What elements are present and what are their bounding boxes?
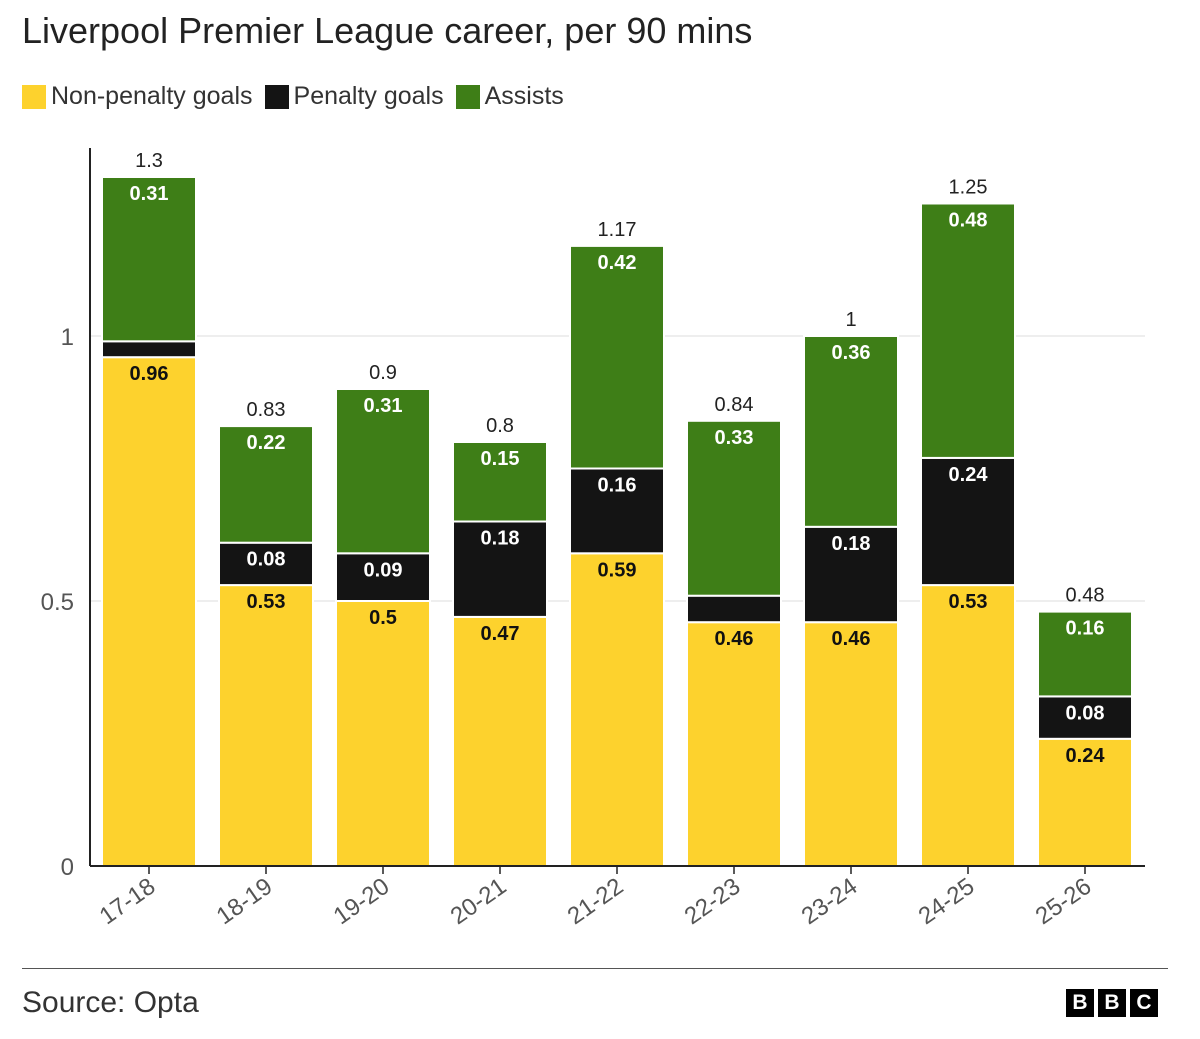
- legend-label-assists: Assists: [484, 82, 564, 110]
- bar-segment: [335, 388, 431, 555]
- x-tick-label: 19-20: [329, 873, 395, 930]
- bar-segment: [101, 340, 197, 359]
- total-label: 1.17: [598, 219, 637, 241]
- bar-segment: [569, 244, 665, 470]
- bar-segment: [803, 335, 899, 528]
- bar-segment: [452, 520, 548, 618]
- data-label: 0.24: [1066, 745, 1106, 767]
- data-label: 0.18: [481, 528, 520, 550]
- legend-swatch-assists: [455, 84, 480, 109]
- data-label: 0.46: [715, 628, 754, 650]
- data-label: 0.18: [832, 533, 871, 555]
- bar-segment: [452, 615, 548, 868]
- x-tick-label: 21-22: [563, 873, 629, 930]
- data-label: 0.96: [130, 363, 169, 385]
- data-label: 0.22: [247, 432, 286, 454]
- data-label: 0.08: [247, 549, 286, 571]
- x-tick-label: 20-21: [446, 873, 512, 930]
- legend-item-non-penalty-goals: Non-penalty goals: [22, 82, 253, 111]
- bar-segment: [101, 356, 197, 867]
- total-label: 1.25: [949, 177, 988, 199]
- x-tick-label: 18-19: [212, 873, 278, 930]
- total-label: 0.83: [247, 399, 286, 421]
- total-label: 1.3: [135, 150, 163, 172]
- data-label: 0.16: [598, 475, 637, 497]
- bbc-logo-letter: B: [1066, 989, 1094, 1017]
- x-tick-label: 24-25: [914, 873, 980, 930]
- data-label: 0.31: [130, 183, 169, 205]
- bar-segment: [686, 419, 782, 597]
- bar-segment: [218, 584, 314, 867]
- bbc-logo-letter: C: [1130, 989, 1158, 1017]
- total-label: 0.48: [1066, 585, 1105, 607]
- data-label: 0.33: [715, 427, 754, 449]
- total-label: 1: [845, 309, 856, 331]
- legend-item-penalty-goals: Penalty goals: [264, 82, 444, 111]
- bbc-logo: B B C: [1062, 989, 1158, 1017]
- x-tick-label: 17-18: [95, 873, 161, 930]
- bar-segment: [335, 552, 431, 602]
- bar-segment: [335, 600, 431, 867]
- bar-segment: [1037, 610, 1133, 698]
- data-label: 0.46: [832, 628, 871, 650]
- data-label: 0.31: [364, 395, 403, 417]
- bar-segment: [101, 176, 197, 343]
- total-label: 0.8: [486, 415, 514, 437]
- y-tick-label: 0: [61, 854, 74, 881]
- data-label: 0.24: [949, 464, 989, 486]
- bar-segment: [569, 552, 665, 867]
- bar-segment: [218, 425, 314, 544]
- y-tick-label: 0.5: [41, 589, 74, 616]
- chart-title: Liverpool Premier League career, per 90 …: [22, 10, 753, 51]
- data-label: 0.47: [481, 623, 520, 645]
- data-label: 0.15: [481, 448, 520, 470]
- bar-segment: [569, 467, 665, 555]
- bar-segment: [1037, 695, 1133, 740]
- bar-segment: [803, 525, 899, 624]
- x-tick-label: 22-23: [680, 873, 746, 930]
- legend-label-non-penalty-goals: Non-penalty goals: [51, 82, 253, 110]
- legend-label-penalty-goals: Penalty goals: [293, 82, 444, 110]
- data-label: 0.08: [1066, 702, 1105, 724]
- bar-segment: [218, 541, 314, 587]
- legend: Non-penalty goals Penalty goals Assists: [22, 82, 576, 111]
- source-note: Source: Opta: [22, 986, 199, 1019]
- bar-segment: [920, 584, 1016, 867]
- total-label: 0.84: [715, 394, 754, 416]
- data-label: 0.5: [369, 607, 397, 629]
- data-label: 0.42: [598, 252, 637, 274]
- data-label: 0.53: [247, 591, 286, 613]
- data-label: 0.16: [1066, 618, 1105, 640]
- bar-segment: [452, 441, 548, 523]
- bbc-logo-letter: B: [1098, 989, 1126, 1017]
- data-label: 0.59: [598, 559, 637, 581]
- bar-segment: [686, 621, 782, 868]
- bar-segment: [920, 456, 1016, 587]
- data-label: 0.36: [832, 342, 871, 364]
- data-label: 0.48: [949, 210, 988, 232]
- data-label: 0.09: [364, 559, 403, 581]
- bar-segment: [803, 621, 899, 868]
- stacked-bar-chart: 0 0.5 1 0.96 0.31 1.3 17-18 0.53 0.08 0.22 0.83 18-…: [41, 148, 1145, 930]
- data-label: 0.53: [949, 591, 988, 613]
- legend-item-assists: Assists: [455, 82, 564, 111]
- legend-swatch-penalty-goals: [264, 84, 289, 109]
- y-tick-label: 1: [61, 324, 74, 351]
- footer-divider: [22, 968, 1168, 969]
- total-label: 0.9: [369, 362, 397, 384]
- bar-segment: [686, 594, 782, 624]
- x-tick-label: 25-26: [1031, 873, 1097, 930]
- bar-segment: [920, 202, 1016, 459]
- legend-swatch-non-penalty-goals: [22, 84, 46, 109]
- x-tick-label: 23-24: [797, 873, 863, 930]
